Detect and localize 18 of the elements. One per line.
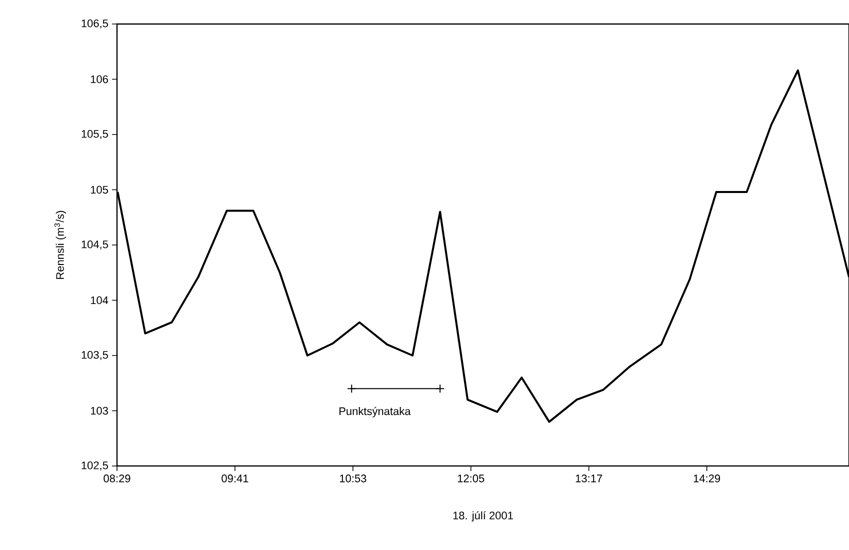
y-tick-label: 105 [90,186,108,194]
y-axis-title: Rennsli (m$^{3}$/s) [54,210,66,279]
x-axis-title: 18. júlí 2001 [453,511,513,522]
y-tick-label: 103 [90,406,108,415]
x-tick-label: 09:41 [222,474,248,482]
y-tick-label: 106 [90,75,108,84]
y-tick-label: 104,5 [82,240,108,250]
x-tick-label: 12:05 [458,474,484,482]
y-tick-label: 102,5 [82,461,108,471]
y-tick-label: 103,5 [82,350,108,360]
x-tick-label: 14:29 [694,474,720,482]
x-tick-label: 08:29 [104,474,130,482]
y-tick-label: 104 [90,296,108,304]
x-tick-label: 10:53 [340,474,366,482]
annotation: Punktsýnataka [340,406,411,418]
y-tick-label: 105,5 [82,130,108,140]
x-tick-label: 13:17 [576,474,602,482]
y-tick-label: 106,5 [82,19,108,29]
